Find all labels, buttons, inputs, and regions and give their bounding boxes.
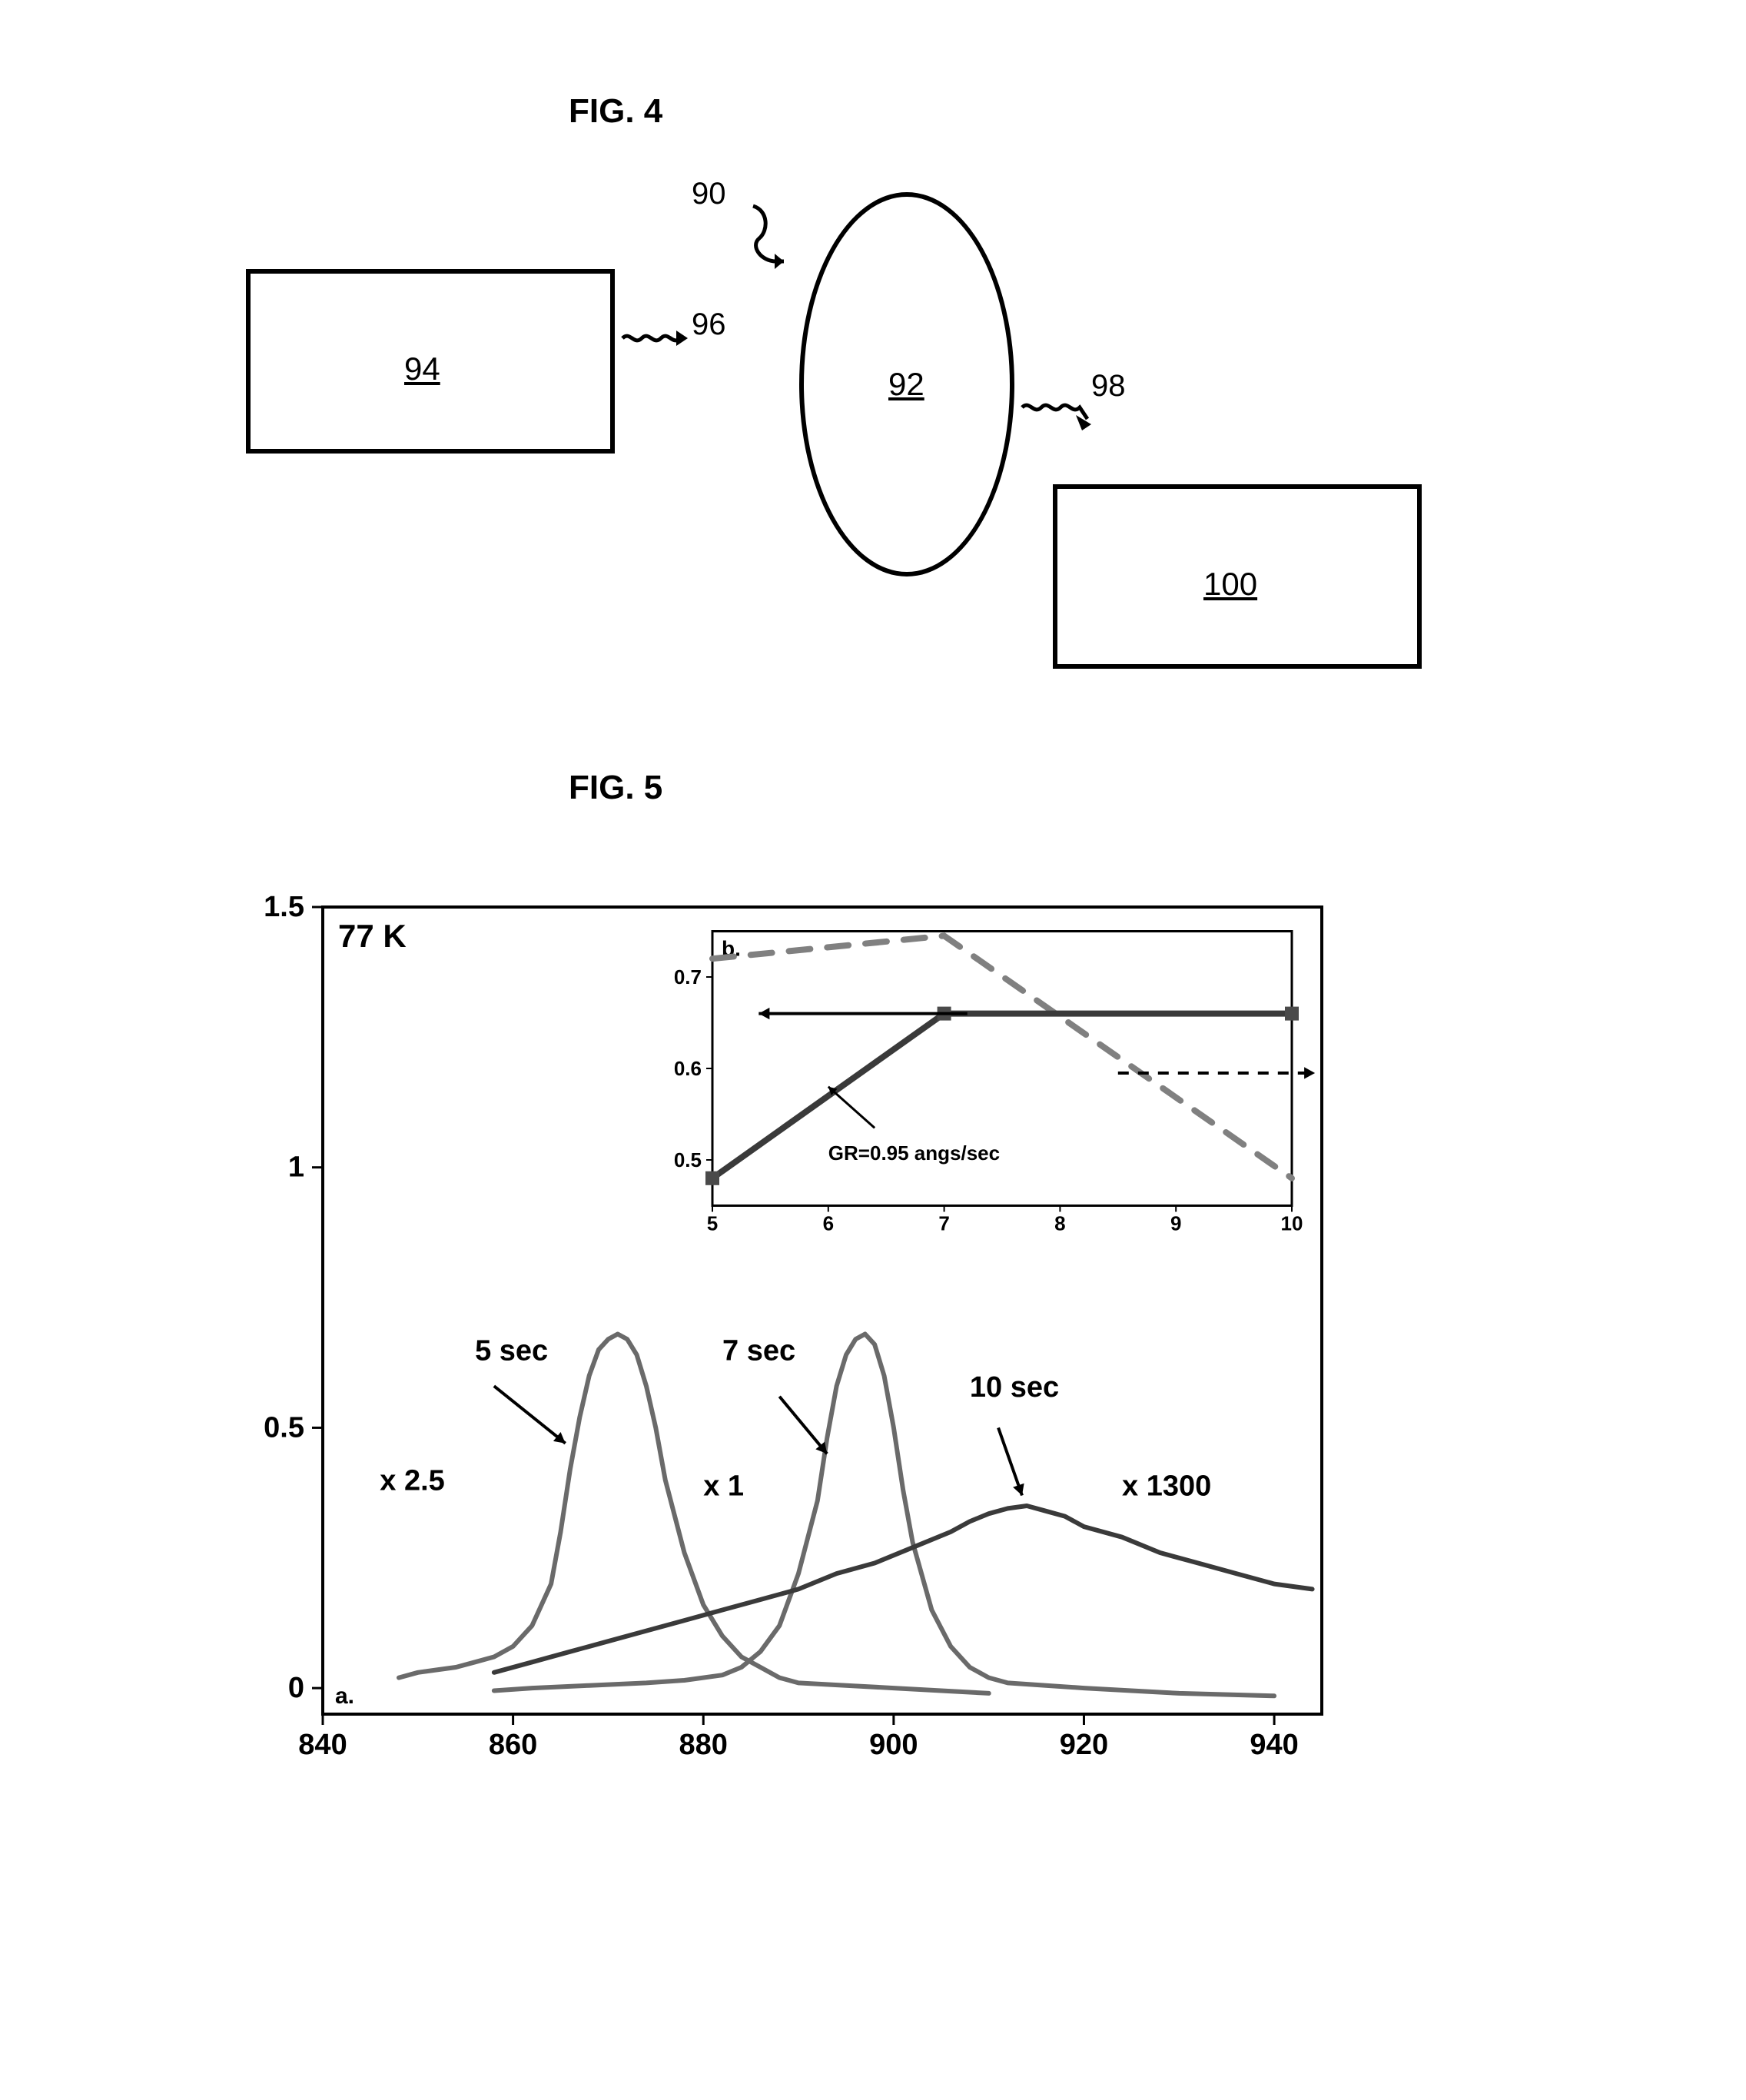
figure-5-title: FIG. 5 (569, 769, 662, 807)
svg-text:5 sec: 5 sec (475, 1334, 548, 1367)
svg-text:1: 1 (288, 1151, 304, 1184)
ref-90: 90 (692, 177, 726, 211)
svg-text:5: 5 (707, 1212, 718, 1235)
ellipse-92-label: 92 (888, 366, 924, 403)
svg-text:9: 9 (1170, 1212, 1181, 1235)
svg-text:10 sec: 10 sec (970, 1371, 1059, 1404)
svg-text:x 1: x 1 (703, 1470, 744, 1502)
svg-text:x 2.5: x 2.5 (380, 1465, 445, 1497)
svg-text:8: 8 (1054, 1212, 1065, 1235)
svg-text:x 1300: x 1300 (1122, 1470, 1211, 1502)
svg-text:0.6: 0.6 (674, 1057, 702, 1080)
ref-96: 96 (692, 307, 726, 342)
svg-text:0.5: 0.5 (674, 1148, 702, 1171)
block-94: 94 (246, 269, 615, 454)
svg-text:840: 840 (298, 1729, 347, 1761)
figure-4-title: FIG. 4 (569, 92, 662, 131)
svg-text:GR=0.95 angs/sec: GR=0.95 angs/sec (828, 1141, 1000, 1165)
figure-5-svg: 840 860 880 900 920 940 0 0.5 1 1.5 77 K a. 5 sec x 2… (231, 861, 1368, 1783)
block-94-label: 94 (404, 351, 440, 387)
svg-text:920: 920 (1060, 1729, 1108, 1761)
figure-5-chart: 840 860 880 900 920 940 0 0.5 1 1.5 77 K a. 5 sec x 2… (231, 861, 1368, 1783)
svg-text:0: 0 (288, 1672, 304, 1704)
figure-4-canvas: 94 92 100 90 96 98 (246, 177, 1475, 684)
ref-98: 98 (1091, 369, 1126, 404)
svg-text:0.7: 0.7 (674, 965, 702, 989)
block-100: 100 (1053, 484, 1422, 669)
svg-text:6: 6 (823, 1212, 834, 1235)
block-100-label: 100 (1203, 566, 1257, 603)
svg-text:1.5: 1.5 (264, 891, 304, 923)
svg-text:7: 7 (938, 1212, 949, 1235)
svg-text:77 K: 77 K (338, 918, 407, 954)
ellipse-92: 92 (799, 192, 1014, 577)
svg-text:860: 860 (489, 1729, 537, 1761)
svg-text:7 sec: 7 sec (722, 1334, 795, 1367)
svg-text:a.: a. (335, 1683, 354, 1709)
svg-text:10: 10 (1281, 1212, 1303, 1235)
svg-text:900: 900 (869, 1729, 918, 1761)
svg-text:940: 940 (1250, 1729, 1298, 1761)
svg-text:0.5: 0.5 (264, 1411, 304, 1444)
svg-text:880: 880 (679, 1729, 728, 1761)
